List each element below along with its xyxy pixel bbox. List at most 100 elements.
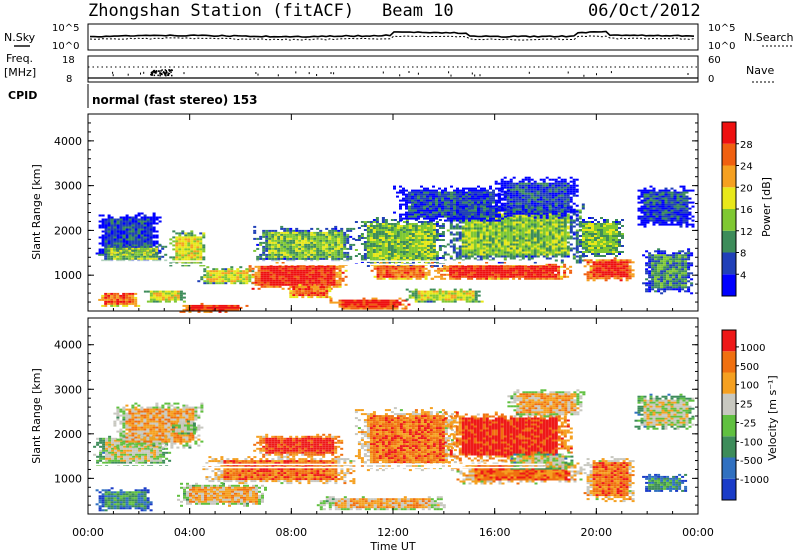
range-gate-cell	[275, 285, 279, 288]
range-gate-cell	[473, 233, 477, 236]
range-gate-cell	[566, 217, 570, 220]
range-gate-cell	[388, 273, 392, 276]
range-gate-cell	[331, 245, 335, 248]
range-gate-cell	[539, 192, 543, 195]
range-gate-cell	[363, 259, 367, 261]
range-gate-cell	[394, 265, 398, 268]
range-gate-cell	[569, 265, 573, 268]
range-gate-cell	[290, 267, 294, 270]
range-gate-cell	[563, 204, 567, 207]
range-gate-cell	[395, 303, 399, 306]
range-gate-cell	[387, 245, 391, 247]
range-gate-cell	[320, 283, 324, 286]
range-gate-cell	[316, 290, 320, 293]
range-gate-cell	[134, 251, 138, 254]
range-gate-cell	[449, 273, 453, 276]
range-gate-cell	[530, 208, 534, 211]
range-gate-cell	[539, 277, 543, 280]
range-gate-cell	[530, 206, 534, 209]
range-gate-cell	[221, 272, 225, 275]
range-gate-cell	[551, 227, 555, 230]
range-gate-cell	[295, 249, 299, 252]
range-gate-cell	[332, 267, 336, 270]
range-gate-cell	[277, 241, 281, 244]
range-gate-cell	[589, 269, 593, 272]
range-gate-cell	[218, 306, 222, 309]
range-gate-cell	[527, 221, 531, 224]
range-gate-cell	[116, 257, 120, 260]
range-gate-cell	[482, 257, 486, 260]
range-gate-cell	[381, 227, 385, 229]
range-gate-cell	[563, 184, 567, 187]
range-gate-cell	[575, 241, 579, 244]
range-gate-cell	[548, 275, 552, 278]
range-gate-cell	[329, 281, 333, 284]
range-gate-cell	[122, 300, 126, 303]
range-gate-cell	[509, 227, 513, 230]
range-gate-cell	[98, 248, 102, 251]
range-gate-cell	[196, 240, 200, 243]
range-gate-cell	[374, 299, 378, 302]
range-gate-cell	[325, 235, 329, 238]
range-gate-cell	[381, 247, 385, 249]
range-gate-cell	[566, 198, 570, 201]
range-gate-cell	[551, 223, 555, 226]
range-gate-cell	[363, 241, 367, 243]
range-gate-cell	[320, 265, 324, 268]
range-gate-cell	[346, 235, 350, 238]
range-gate-cell	[328, 255, 332, 258]
range-gate-cell	[406, 277, 410, 280]
range-gate-cell	[563, 196, 567, 199]
range-gate-cell	[329, 265, 333, 268]
range-gate-cell	[572, 186, 576, 189]
range-gate-cell	[485, 271, 489, 274]
range-gate-cell	[101, 240, 105, 243]
range-gate-cell	[582, 241, 585, 243]
range-gate-cell	[369, 225, 373, 227]
range-gate-cell	[485, 233, 489, 236]
range-gate-cell	[585, 227, 588, 229]
range-gate-cell	[625, 275, 629, 278]
range-gate-cell	[467, 255, 471, 258]
range-gate-cell	[236, 270, 240, 273]
range-gate-cell	[362, 307, 366, 310]
range-gate-cell	[554, 206, 558, 209]
range-gate-cell	[122, 296, 126, 299]
range-gate-cell	[393, 233, 397, 235]
range-gate-cell	[482, 267, 486, 270]
range-gate-cell	[509, 275, 513, 278]
range-gate-cell	[557, 223, 561, 226]
range-gate-cell	[380, 299, 384, 302]
range-gate-cell	[527, 257, 531, 260]
range-gate-cell	[566, 249, 570, 252]
range-gate-cell	[575, 210, 579, 213]
range-gate-cell	[107, 257, 111, 260]
range-gate-cell	[479, 239, 483, 242]
range-gate-cell	[266, 281, 270, 284]
range-gate-cell	[536, 188, 540, 191]
range-gate-cell	[515, 235, 519, 238]
range-gate-cell	[509, 221, 513, 224]
range-gate-cell	[337, 241, 341, 244]
range-gate-cell	[476, 247, 480, 250]
range-gate-cell	[394, 271, 398, 274]
range-gate-cell	[107, 240, 111, 243]
range-gate-cell	[506, 214, 510, 217]
range-gate-cell	[302, 269, 306, 272]
range-gate-cell	[393, 223, 397, 225]
range-gate-cell	[462, 290, 466, 293]
range-gate-cell	[335, 285, 339, 288]
range-gate-cell	[432, 247, 436, 249]
range-gate-cell	[435, 265, 439, 267]
range-gate-cell	[191, 306, 195, 309]
range-gate-cell	[390, 223, 394, 225]
range-gate-cell	[164, 292, 168, 295]
range-gate-cell	[542, 212, 546, 215]
range-gate-cell	[283, 243, 287, 246]
range-gate-cell	[515, 212, 519, 215]
range-gate-cell	[512, 251, 516, 254]
range-gate-cell	[551, 231, 555, 234]
range-gate-cell	[512, 233, 516, 236]
range-gate-cell	[382, 265, 386, 268]
range-gate-cell	[378, 223, 382, 225]
